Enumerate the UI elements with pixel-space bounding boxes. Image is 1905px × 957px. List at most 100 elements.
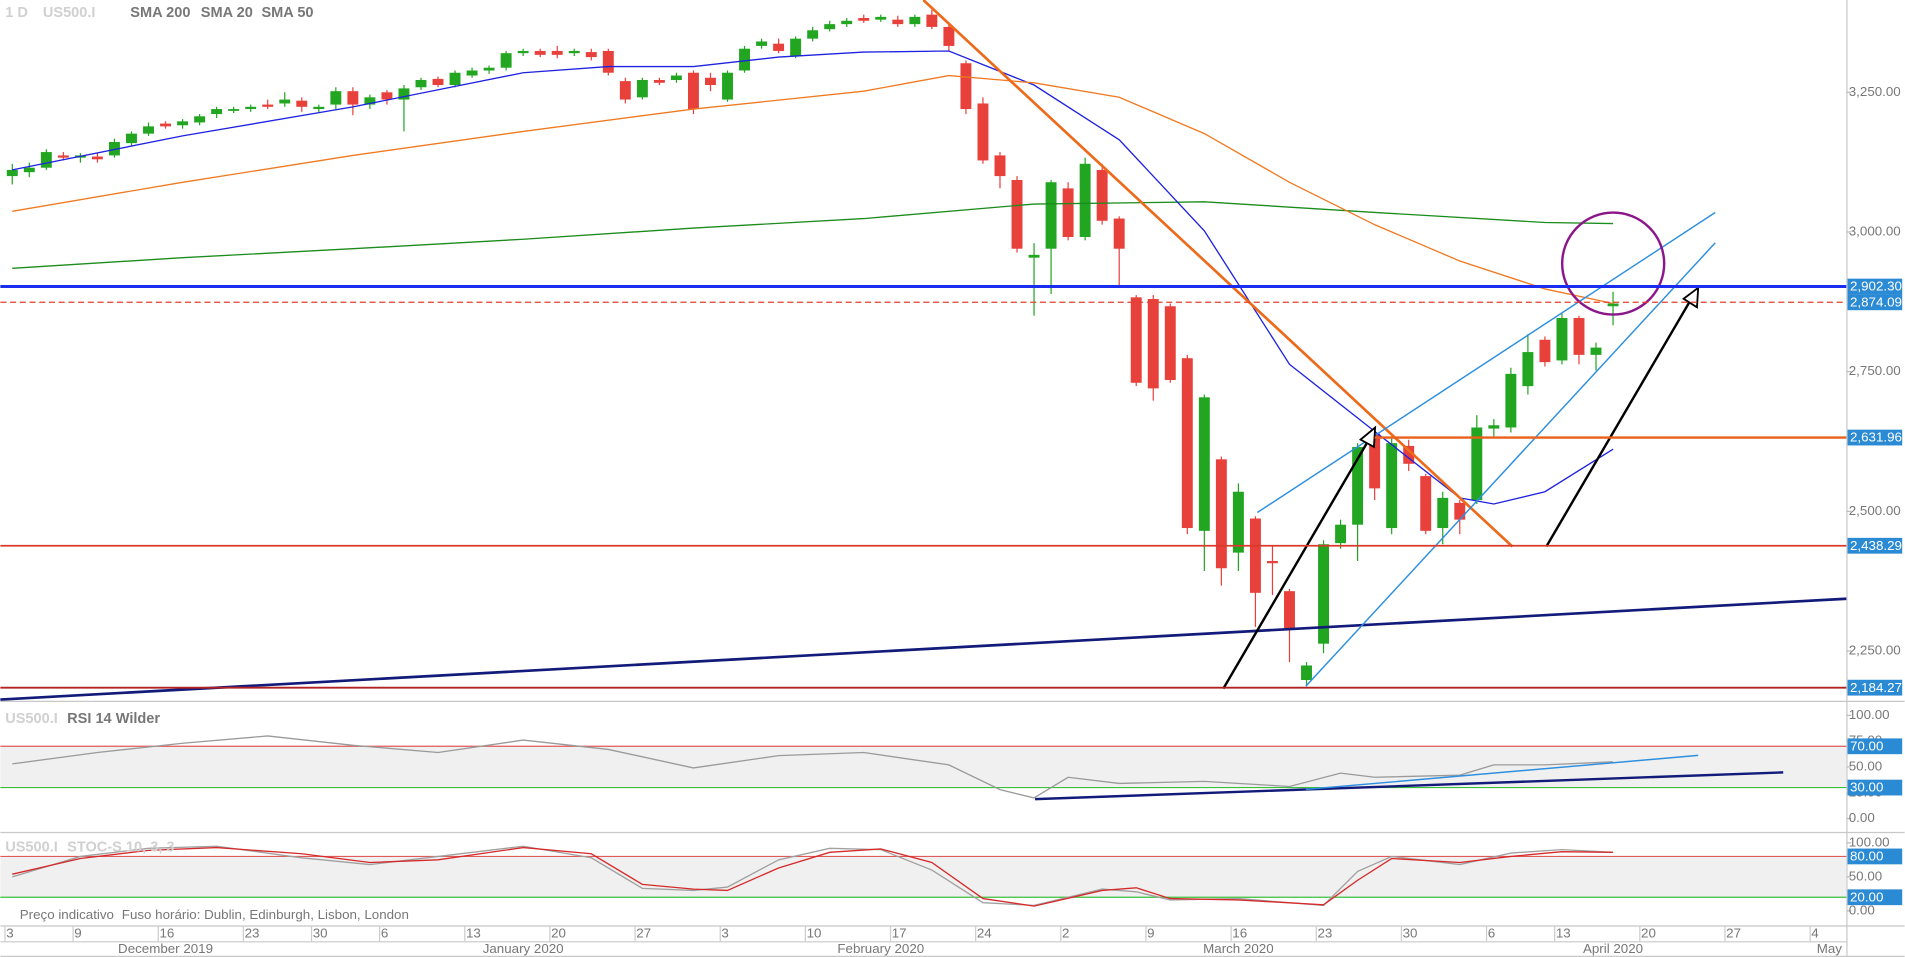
candle-body xyxy=(466,70,478,76)
x-tick-label: 9 xyxy=(1147,925,1154,940)
candle-body xyxy=(1266,561,1278,564)
candle-body xyxy=(296,100,308,107)
x-tick-label: 2 xyxy=(1062,925,1069,940)
x-tick-label: 6 xyxy=(1488,925,1495,940)
y-tick-label: 0.00 xyxy=(1849,810,1875,825)
candle-body xyxy=(517,50,529,54)
x-tick-label: 13 xyxy=(466,925,481,940)
arrow xyxy=(1222,436,1372,690)
symbol: US500.I xyxy=(5,840,58,856)
candle-body xyxy=(1590,347,1602,355)
level-label-box xyxy=(1847,679,1903,696)
candle-body xyxy=(1454,502,1466,520)
candle-body xyxy=(977,103,989,161)
candle-body xyxy=(91,156,103,160)
candle-body xyxy=(108,142,120,156)
x-tick-label: 27 xyxy=(1726,925,1741,940)
candle-body xyxy=(1011,179,1023,249)
candle-body xyxy=(347,91,359,105)
level-label: 80.00 xyxy=(1850,849,1883,864)
candle-body xyxy=(653,79,665,83)
candle-body xyxy=(1028,254,1040,258)
candle-body xyxy=(1181,358,1193,529)
y-tick-label: 0.00 xyxy=(1849,902,1875,917)
candle-body xyxy=(415,79,427,88)
month-label: May xyxy=(1817,941,1843,956)
level-label: 2,902.30 xyxy=(1850,279,1902,294)
x-tick-label: 23 xyxy=(245,925,260,940)
x-tick-label: 30 xyxy=(313,925,328,940)
candle-body xyxy=(960,63,972,110)
candle-body xyxy=(619,81,631,100)
x-tick-label: 9 xyxy=(74,925,81,940)
candle-body xyxy=(807,30,819,39)
labels-layer: 1 D US500.I SMA 200 SMA 20 SMA 50 US500.… xyxy=(0,5,1903,956)
x-tick-label: 20 xyxy=(1641,925,1656,940)
candle-body xyxy=(279,99,291,104)
candle-body xyxy=(943,26,955,46)
x-tick-label: 4 xyxy=(1811,925,1819,940)
y-tick-label: 2,500.00 xyxy=(1849,503,1901,518)
candle-body xyxy=(1301,665,1312,680)
level-label: 2,631.96 xyxy=(1850,430,1902,445)
trend-line xyxy=(0,597,1847,701)
month-label: December 2019 xyxy=(118,941,213,956)
drawings xyxy=(0,0,1847,801)
level-label-box xyxy=(1847,537,1903,554)
highlight-circle xyxy=(1560,211,1666,316)
trend-line xyxy=(1035,771,1784,801)
candle-body xyxy=(57,155,69,158)
panel-title: RSI 14 Wilder xyxy=(67,711,160,727)
arrow xyxy=(1545,296,1694,548)
x-tick-label: 16 xyxy=(159,925,174,940)
candle-body xyxy=(6,169,18,177)
candle-body xyxy=(670,75,682,80)
candle-body xyxy=(1573,317,1585,355)
footer-note: Fuso horário: Dublin, Edinburgh, Lisbon,… xyxy=(122,907,409,922)
y-tick-label: 100.00 xyxy=(1849,834,1890,849)
candle-body xyxy=(841,20,853,25)
candle-body xyxy=(722,72,733,100)
trend-line xyxy=(922,0,1514,548)
candle-body xyxy=(483,67,495,71)
candle-body xyxy=(211,109,223,115)
candle-body xyxy=(1045,182,1057,249)
x-tick-label: 23 xyxy=(1317,925,1332,940)
candle-body xyxy=(1607,303,1619,307)
candle-body xyxy=(330,91,342,105)
candle-body xyxy=(568,50,580,54)
candle-body xyxy=(1352,447,1364,525)
series-line xyxy=(12,735,1614,799)
trend-line xyxy=(1305,754,1699,791)
level-label-box xyxy=(1847,294,1903,311)
candle-body xyxy=(228,109,240,111)
candle-body xyxy=(177,121,189,126)
channel-line xyxy=(1256,211,1716,514)
candle-body xyxy=(687,72,699,110)
candle-body xyxy=(398,88,410,100)
candle-body xyxy=(1505,373,1517,428)
y-tick-label: 2,250.00 xyxy=(1849,642,1901,657)
candle-body xyxy=(194,116,206,123)
candle-body xyxy=(313,106,325,110)
candle-body xyxy=(773,43,785,51)
level-label-box xyxy=(1847,779,1903,796)
level-label: 2,438.29 xyxy=(1850,538,1902,553)
candle-body xyxy=(1522,352,1534,387)
timeframe: 1 D xyxy=(5,5,28,21)
level-label-box xyxy=(1847,429,1903,446)
candle-body xyxy=(23,167,35,173)
candle-body xyxy=(994,155,1006,177)
series-line xyxy=(12,74,1614,305)
y-tick-label: 50.00 xyxy=(1849,758,1882,773)
candle-body xyxy=(1062,188,1074,237)
candle-body xyxy=(1335,524,1347,544)
candle-body xyxy=(534,50,546,55)
candle-body xyxy=(245,106,257,110)
candle-body xyxy=(1386,443,1398,529)
candle-body xyxy=(1249,518,1261,593)
